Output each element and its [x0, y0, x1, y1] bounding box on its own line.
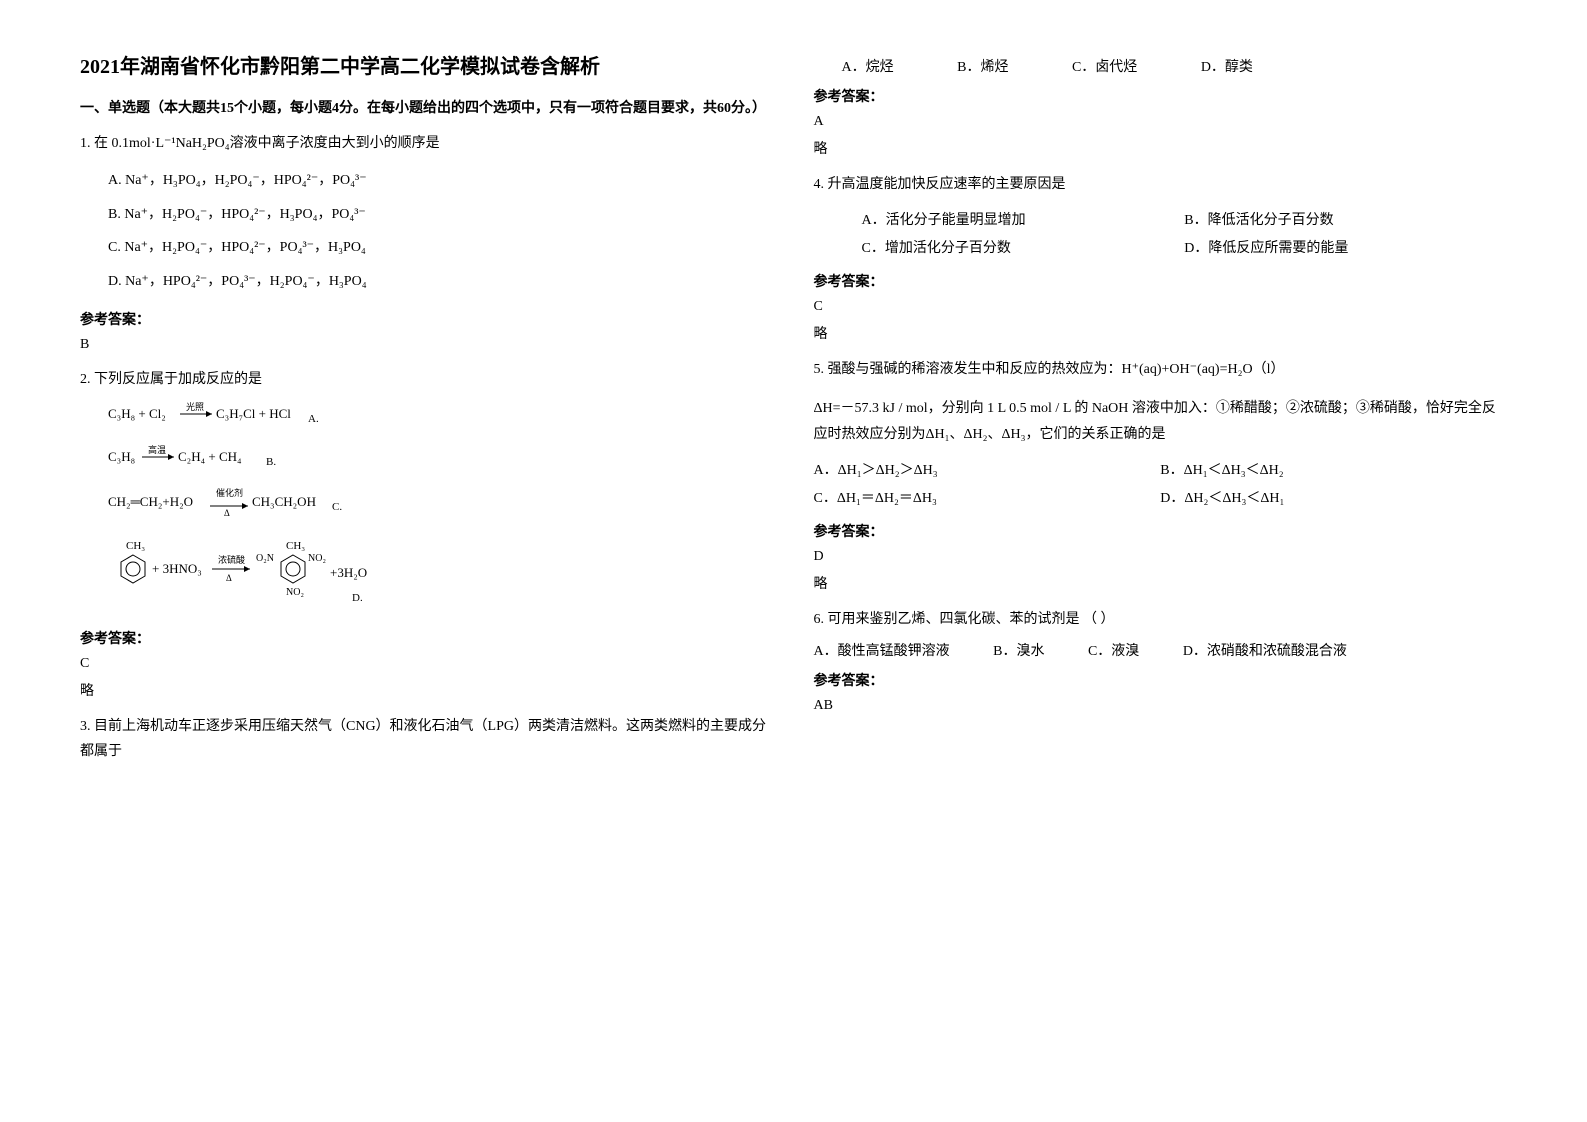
q4-answer: C [814, 299, 1508, 315]
q3-opt-c: C．卤代烃 [1072, 60, 1137, 75]
svg-text:光照: 光照 [186, 401, 204, 412]
svg-text:C.: C. [332, 501, 342, 513]
svg-text:+3H₂O: +3H₂O [330, 565, 367, 580]
q3-stem: 3. 目前上海机动车正逐步采用压缩天然气（CNG）和液化石油气（LPG）两类清洁… [80, 714, 774, 764]
svg-text:B.: B. [266, 456, 276, 468]
q5-options: A．ΔH₁＞ΔH₂＞ΔH₃ B．ΔH₁＜ΔH₃＜ΔH₂ C．ΔH₁＝ΔH₂＝ΔH… [814, 455, 1508, 511]
q1-options: A. Na⁺，H₃PO₄，H₂PO₄⁻，HPO₄²⁻，PO₄³⁻ B. Na⁺，… [80, 164, 774, 298]
svg-text:O₂N: O₂N [256, 553, 274, 564]
q1-opt-b: B. Na⁺，H₂PO₄⁻，HPO₄²⁻，H₃PO₄，PO₄³⁻ [108, 198, 774, 232]
svg-text:CH₂═CH₂+H₂O: CH₂═CH₂+H₂O [108, 494, 193, 509]
q2-stem: 2. 下列反应属于加成反应的是 [80, 367, 774, 392]
q1-answer: B [80, 337, 774, 353]
right-column: A．烷烃 B．烯烃 C．卤代烃 D．醇类 参考答案： A 略 4. 升高温度能加… [794, 50, 1528, 1072]
svg-text:C₃H₈: C₃H₈ [108, 449, 135, 464]
exam-page: 2021年湖南省怀化市黔阳第二中学高二化学模拟试卷含解析 一、单选题（本大题共1… [0, 0, 1587, 1122]
q6-answer: AB [814, 698, 1508, 714]
left-column: 2021年湖南省怀化市黔阳第二中学高二化学模拟试卷含解析 一、单选题（本大题共1… [60, 50, 794, 1072]
svg-text:Δ: Δ [224, 508, 230, 518]
q5-note: 略 [814, 573, 1508, 593]
exam-title: 2021年湖南省怀化市黔阳第二中学高二化学模拟试卷含解析 [80, 50, 774, 79]
q3-opt-a: A．烷烃 [842, 60, 894, 75]
svg-text:CH₃: CH₃ [286, 540, 305, 552]
reaction-a-svg: C₃H₈ + Cl₂ 光照 C₃H₇Cl + HCl A. [108, 400, 348, 430]
q6-opt-c: C．液溴 [1088, 640, 1139, 660]
q2-reaction-d: CH₃ + 3HNO₃ 浓硫酸 Δ CH₃ O₂N NO₂ NO₂ +3H₂O … [108, 533, 774, 618]
svg-text:高温: 高温 [148, 444, 166, 455]
q2-reaction-c: CH₂═CH₂+H₂O 催化剂 Δ CH₃CH₂OH C. [108, 486, 774, 525]
q2-reaction-b: C₃H₈ 高温 C₂H₄ + CH₄ B. [108, 443, 774, 478]
reaction-c-svg: CH₂═CH₂+H₂O 催化剂 Δ CH₃CH₂OH C. [108, 486, 388, 520]
svg-text:Δ: Δ [226, 573, 232, 583]
svg-text:NO₂: NO₂ [308, 553, 326, 564]
svg-text:A.: A. [308, 413, 319, 425]
svg-text:C₃H₈ + Cl₂: C₃H₈ + Cl₂ [108, 406, 166, 421]
q3-answer: A [814, 114, 1508, 130]
q5-stem-1: 5. 强酸与强碱的稀溶液发生中和反应的热效应为：H⁺(aq)+OH⁻(aq)=H… [814, 357, 1508, 382]
q5-answer: D [814, 549, 1508, 565]
q5-stem-2: ΔH=－57.3 kJ / mol，分别向 1 L 0.5 mol / L 的 … [814, 396, 1508, 446]
q6-opt-d: D．浓硝酸和浓硫酸混合液 [1183, 640, 1347, 660]
q2-reaction-a: C₃H₈ + Cl₂ 光照 C₃H₇Cl + HCl A. [108, 400, 774, 435]
svg-text:CH₃: CH₃ [126, 540, 145, 552]
reaction-d-svg: CH₃ + 3HNO₃ 浓硫酸 Δ CH₃ O₂N NO₂ NO₂ +3H₂O … [108, 533, 428, 613]
q4-opt-c: C．增加活化分子百分数 [862, 233, 1185, 261]
q4-note: 略 [814, 323, 1508, 343]
svg-text:C₂H₄ + CH₄: C₂H₄ + CH₄ [178, 449, 242, 464]
q5-answer-label: 参考答案： [814, 521, 1508, 541]
q1-opt-d: D. Na⁺，HPO₄²⁻，PO₄³⁻，H₂PO₄⁻，H₃PO₄ [108, 265, 774, 299]
q5-opt-d: D．ΔH₂＜ΔH₃＜ΔH₁ [1160, 483, 1507, 511]
q1-stem: 1. 在 0.1mol·L⁻¹NaH₂PO₄溶液中离子浓度由大到小的顺序是 [80, 131, 774, 156]
q6-stem: 6. 可用来鉴别乙烯、四氯化碳、苯的试剂是 （ ） [814, 607, 1508, 632]
q5-opt-b: B．ΔH₁＜ΔH₃＜ΔH₂ [1160, 455, 1507, 483]
q6-opt-a: A．酸性高锰酸钾溶液 [814, 640, 950, 660]
q4-opt-b: B．降低活化分子百分数 [1184, 205, 1507, 233]
q4-options: A．活化分子能量明显增加 B．降低活化分子百分数 C．增加活化分子百分数 D．降… [814, 205, 1508, 261]
q4-stem: 4. 升高温度能加快反应速率的主要原因是 [814, 172, 1508, 197]
q1-answer-label: 参考答案： [80, 309, 774, 329]
svg-text:D.: D. [352, 592, 363, 604]
q1-opt-c: C. Na⁺，H₂PO₄⁻，HPO₄²⁻，PO₄³⁻，H₃PO₄ [108, 231, 774, 265]
q3-note: 略 [814, 138, 1508, 158]
reaction-b-svg: C₃H₈ 高温 C₂H₄ + CH₄ B. [108, 443, 308, 473]
svg-text:催化剂: 催化剂 [216, 487, 243, 498]
svg-text:NO₂: NO₂ [286, 587, 304, 598]
q3-opt-b: B．烯烃 [957, 60, 1008, 75]
q6-options: A．酸性高锰酸钾溶液 B．溴水 C．液溴 D．浓硝酸和浓硫酸混合液 [814, 640, 1508, 660]
svg-text:+ 3HNO₃: + 3HNO₃ [152, 561, 202, 576]
q4-answer-label: 参考答案： [814, 271, 1508, 291]
svg-text:C₃H₇Cl + HCl: C₃H₇Cl + HCl [216, 406, 291, 421]
q6-opt-b: B．溴水 [993, 640, 1044, 660]
q5-opt-c: C．ΔH₁＝ΔH₂＝ΔH₃ [814, 483, 1161, 511]
q4-opt-d: D．降低反应所需要的能量 [1184, 233, 1507, 261]
section-1-header: 一、单选题（本大题共15个小题，每小题4分。在每小题给出的四个选项中，只有一项符… [80, 97, 774, 117]
q2-answer: C [80, 656, 774, 672]
q3-options: A．烷烃 B．烯烃 C．卤代烃 D．醇类 [814, 56, 1508, 76]
q5-opt-a: A．ΔH₁＞ΔH₂＞ΔH₃ [814, 455, 1161, 483]
q4-opt-a: A．活化分子能量明显增加 [862, 205, 1185, 233]
q1-opt-a: A. Na⁺，H₃PO₄，H₂PO₄⁻，HPO₄²⁻，PO₄³⁻ [108, 164, 774, 198]
svg-text:CH₃CH₂OH: CH₃CH₂OH [252, 494, 316, 509]
q3-answer-label: 参考答案： [814, 86, 1508, 106]
q6-answer-label: 参考答案： [814, 670, 1508, 690]
q3-opt-d: D．醇类 [1201, 60, 1253, 75]
svg-text:浓硫酸: 浓硫酸 [218, 554, 245, 565]
q2-note: 略 [80, 680, 774, 700]
q2-answer-label: 参考答案： [80, 628, 774, 648]
